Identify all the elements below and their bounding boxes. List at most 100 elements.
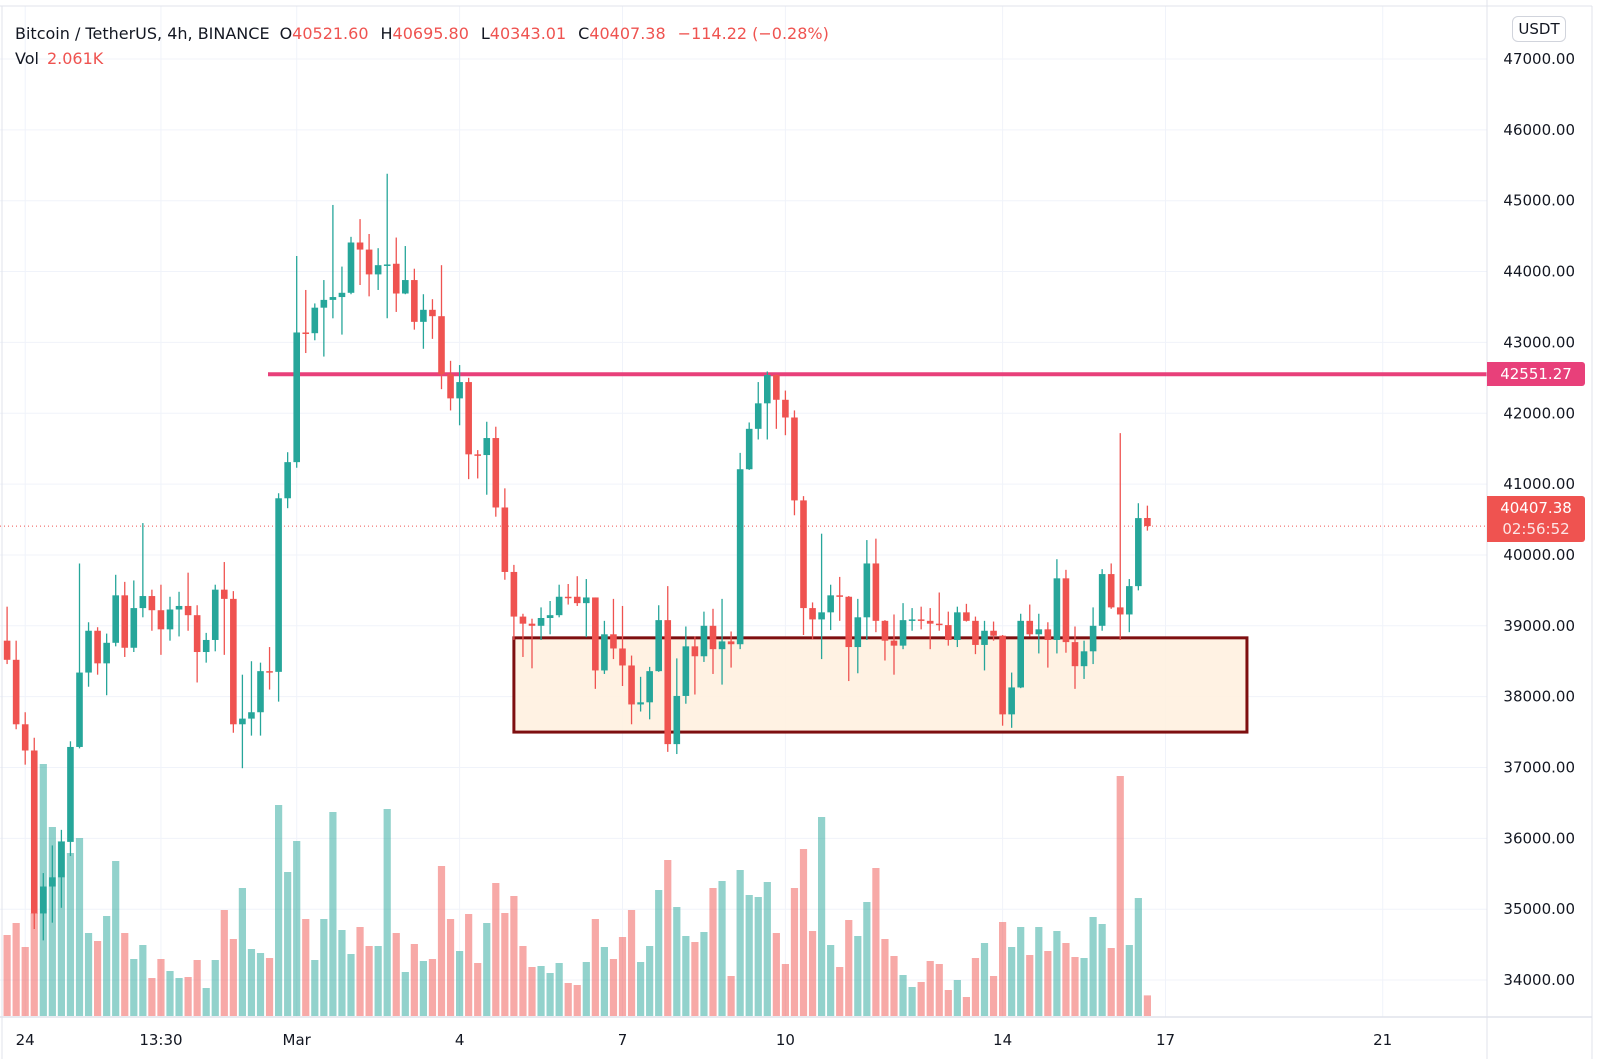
candle-body: [49, 877, 56, 887]
candle-up: [601, 620, 608, 674]
volume-bar: [790, 888, 799, 1016]
time-tick-label: 4: [455, 1031, 465, 1049]
candle-body: [311, 307, 319, 334]
candle-body: [76, 672, 83, 747]
candle-down: [266, 647, 273, 690]
price-tick-label: 45000.00: [1503, 192, 1575, 210]
volume-bar: [962, 997, 970, 1016]
candle-body: [881, 620, 889, 641]
volume-bar: [1008, 947, 1016, 1016]
volume-bar: [673, 907, 681, 1016]
candle-body: [130, 608, 138, 648]
volume-bar: [456, 951, 464, 1016]
candle-up: [1053, 559, 1061, 654]
candle-up: [239, 674, 246, 769]
candle-body: [383, 264, 391, 266]
candle-up: [818, 533, 825, 660]
volume-bar: [112, 861, 120, 1016]
candle-down: [221, 562, 228, 655]
volume-bar: [3, 935, 11, 1016]
candle-down: [429, 299, 436, 339]
candle-down: [184, 572, 192, 631]
candle-down: [872, 538, 880, 633]
candle-body: [718, 641, 726, 650]
candle-down: [230, 591, 237, 733]
candle-body: [347, 242, 355, 293]
candle-down: [972, 616, 979, 655]
volume-bar: [437, 866, 446, 1016]
volume-bar: [890, 956, 898, 1016]
candle-body: [293, 332, 300, 463]
volume-bar: [917, 982, 925, 1016]
candle-body: [736, 469, 744, 645]
candle-up: [347, 236, 355, 295]
volume-value: 2.061K: [46, 49, 104, 68]
candle-up: [655, 605, 662, 672]
candle-up: [745, 422, 753, 470]
last-price-value: 40407.38: [1500, 499, 1572, 517]
candle-body: [1144, 517, 1151, 527]
volume-bar: [320, 919, 328, 1016]
candle-body: [764, 374, 771, 404]
volume-bar: [410, 944, 418, 1016]
price-tick-label: 46000.00: [1503, 121, 1575, 139]
change-value: −114.22 (−0.28%): [677, 24, 829, 43]
volume-bar: [347, 954, 355, 1016]
candle-up: [1017, 613, 1024, 689]
volume-bar: [519, 946, 527, 1016]
volume-bar: [57, 841, 65, 1016]
symbol-title[interactable]: Bitcoin / TetherUS, 4h, BINANCE: [15, 24, 270, 43]
grid-lines: [0, 6, 1487, 1017]
candle-down: [474, 450, 481, 479]
candle-down: [1116, 433, 1124, 640]
candle-up: [49, 845, 56, 923]
candle-body: [1017, 620, 1024, 688]
candle-down: [845, 596, 853, 682]
chart-legend: Bitcoin / TetherUS, 4h, BINANCE O40521.60…: [15, 21, 841, 71]
volume-bar: [1098, 924, 1106, 1016]
candle-body: [709, 625, 717, 650]
candle-up: [338, 266, 346, 335]
candle-up: [58, 829, 65, 908]
volume-bar: [311, 960, 319, 1016]
volume-row: Vol 2.061K: [15, 46, 841, 71]
candle-body: [555, 596, 563, 616]
candle-up: [257, 662, 264, 736]
volume-bar: [1017, 927, 1025, 1016]
currency-button[interactable]: USDT: [1512, 16, 1566, 42]
candle-body: [175, 605, 183, 610]
volume-bar: [130, 959, 138, 1016]
candle-up: [456, 365, 463, 426]
candle-body: [727, 641, 735, 645]
candle-body: [800, 500, 807, 609]
volume-bar: [944, 990, 952, 1016]
candle-up: [311, 303, 319, 341]
candle-down: [121, 581, 129, 657]
volume-bar: [1116, 776, 1124, 1016]
price-tick-label: 41000.00: [1503, 475, 1575, 493]
volume-bar: [175, 978, 183, 1016]
candle-up: [402, 246, 409, 295]
candle-body: [537, 618, 545, 626]
time-axis[interactable]: 24 13:30 Mar 4 7 10 14 17 21: [16, 1031, 1393, 1049]
volume-bar: [980, 943, 989, 1016]
candle-up: [537, 607, 545, 640]
candle-up: [76, 563, 83, 749]
candle-body: [954, 612, 961, 640]
volume-bar: [1071, 957, 1079, 1016]
price-tick-label: 42000.00: [1503, 404, 1575, 422]
candle-down: [3, 606, 11, 665]
candle-body: [465, 382, 472, 455]
support-zone-rectangle[interactable]: [512, 636, 1249, 734]
volume-bar: [899, 975, 907, 1016]
candle-body: [221, 589, 228, 599]
candle-down: [157, 584, 165, 655]
volume-bar: [139, 945, 147, 1016]
ohlc-row: Bitcoin / TetherUS, 4h, BINANCE O40521.60…: [15, 21, 841, 46]
volume-bar: [284, 872, 292, 1016]
volume-bar: [338, 930, 346, 1016]
price-axis[interactable]: 47000.00 46000.00 45000.00 44000.00 43000.00…: [1503, 50, 1575, 989]
candle-up: [67, 741, 74, 857]
candle-body: [302, 332, 310, 334]
